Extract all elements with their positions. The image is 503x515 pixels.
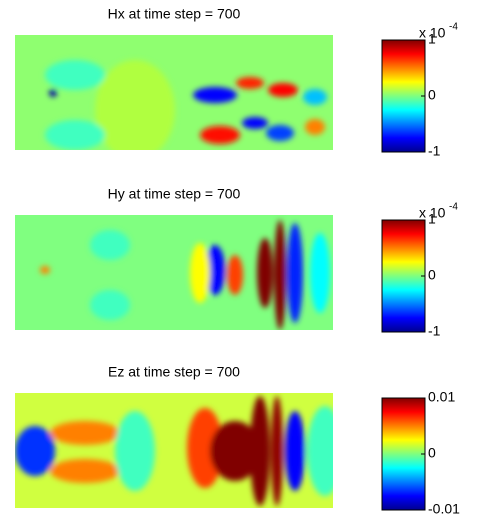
field-feature — [250, 396, 270, 506]
field-pattern — [40, 220, 330, 330]
field-feature — [45, 120, 105, 150]
field-feature — [200, 126, 240, 144]
field-feature — [257, 238, 273, 308]
field-feature — [190, 243, 210, 303]
colorbar-tick-label: -1 — [428, 323, 441, 339]
field-feature — [205, 245, 225, 295]
field-feature — [242, 117, 268, 129]
colorbar — [381, 397, 426, 511]
colorbar-scale-exponent: -4 — [449, 202, 458, 213]
field-feature — [287, 223, 303, 323]
colorbar — [381, 39, 426, 153]
field-feature — [210, 421, 260, 481]
field-feature — [115, 411, 155, 491]
field-feature — [50, 459, 120, 483]
field-feature — [305, 119, 325, 135]
panel-title: Hy at time step = 700 — [108, 186, 241, 202]
field-feature — [268, 83, 298, 97]
panel-title: Ez at time step = 700 — [108, 364, 240, 380]
field-feature — [227, 255, 243, 295]
field-image — [15, 35, 333, 150]
colorbar-tick-label: 1 — [428, 31, 436, 47]
field-feature — [50, 421, 120, 445]
panel: Hx at time step = 700 -1 0 1x 10 -4 — [15, 6, 458, 159]
colorbar-scale-base: x 10 — [419, 205, 446, 221]
field-feature — [15, 426, 55, 476]
field-pattern — [45, 60, 327, 150]
field-feature — [49, 89, 57, 97]
colorbar-scale-base: x 10 — [419, 25, 446, 41]
colorbar — [381, 219, 426, 333]
colorbar-scale-exponent: -4 — [449, 22, 458, 33]
colorbar-tick-label: 0.01 — [428, 389, 455, 405]
field-feature — [266, 125, 294, 141]
field-feature — [40, 266, 50, 274]
field-feature — [90, 290, 130, 320]
panel-title: Hx at time step = 700 — [108, 6, 241, 22]
colorbar-tick-label: 0 — [428, 87, 436, 103]
field-feature — [303, 89, 327, 105]
panel: Ez at time step = 700 -0.01 0 0.01 — [15, 364, 460, 515]
colorbar-tick-label: 0 — [428, 445, 436, 461]
field-pattern — [15, 396, 333, 506]
field-image — [15, 393, 333, 508]
field-feature — [285, 411, 305, 491]
colorbar-tick-label: 0 — [428, 267, 436, 283]
field-image — [15, 215, 333, 330]
field-feature — [310, 233, 330, 313]
field-feature — [95, 60, 175, 150]
panel: Hy at time step = 700 -1 0 1x 10 -4 — [15, 186, 458, 339]
colorbar-tick-label: 1 — [428, 211, 436, 227]
colorbar-tick-label: -0.01 — [428, 501, 460, 515]
field-feature — [45, 60, 105, 90]
field-feature — [274, 220, 286, 330]
field-feature — [187, 408, 223, 488]
field-feature — [236, 77, 264, 89]
field-feature — [271, 396, 283, 506]
field-feature — [193, 87, 237, 103]
field-feature — [307, 406, 333, 496]
field-feature — [90, 230, 130, 260]
colorbar-tick-label: -1 — [428, 143, 441, 159]
